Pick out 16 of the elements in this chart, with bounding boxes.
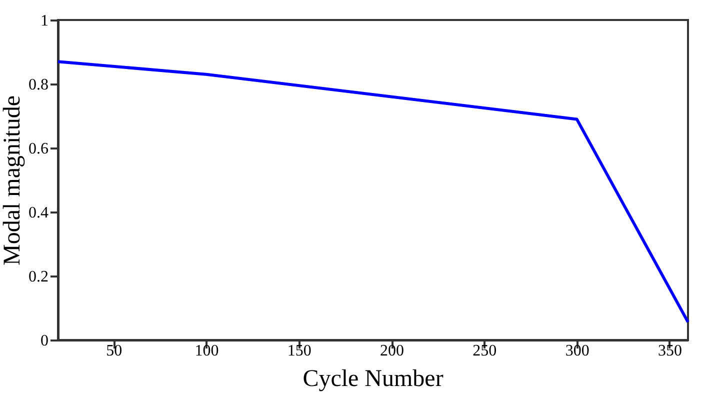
x-tick-label: 350: [658, 342, 682, 360]
line-series: [56, 60, 690, 324]
y-tick-label: 0.6: [28, 140, 48, 158]
x-tick-label: 100: [194, 342, 219, 360]
x-tick-label: 200: [380, 342, 404, 360]
y-tick-label: 1: [40, 12, 48, 30]
x-tick-label: 50: [106, 342, 122, 360]
x-axis-title: Cycle Number: [302, 366, 444, 392]
y-axis-title: Modal magnitude: [0, 96, 26, 266]
y-tick-label: 0.8: [28, 76, 48, 94]
x-tick-label: 300: [565, 342, 590, 360]
y-tick-label: 0.2: [28, 268, 48, 286]
y-tick-label: 0: [40, 332, 48, 350]
y-tick-label: 0.4: [28, 204, 48, 222]
x-tick-label: 250: [472, 342, 497, 360]
x-tick-label: 150: [287, 342, 312, 360]
